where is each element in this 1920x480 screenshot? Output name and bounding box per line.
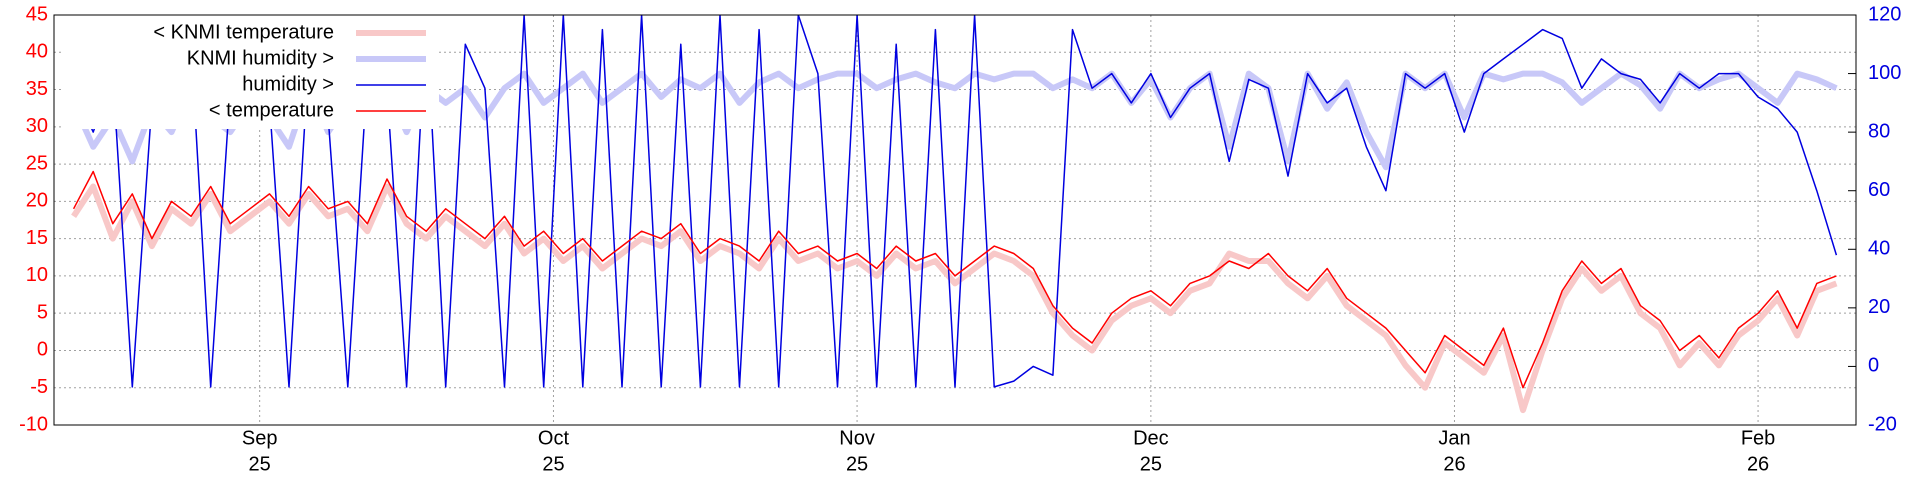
x-tick-label: 25 bbox=[542, 453, 564, 475]
y-tick-label: -5 bbox=[30, 376, 48, 398]
x-tick-label: 26 bbox=[1747, 453, 1769, 475]
y2-tick-label: 0 bbox=[1868, 355, 1879, 377]
legend-label: < KNMI temperature bbox=[153, 21, 334, 43]
legend-label: humidity > bbox=[242, 73, 334, 95]
y-tick-label: 15 bbox=[26, 227, 48, 249]
y-tick-label: 5 bbox=[37, 301, 48, 323]
y2-tick-label: 80 bbox=[1868, 120, 1890, 142]
x-tick-label: 26 bbox=[1443, 453, 1465, 475]
y2-tick-label: 120 bbox=[1868, 3, 1901, 25]
y-tick-label: 0 bbox=[37, 339, 48, 361]
x-tick-label: 25 bbox=[1140, 453, 1162, 475]
y-tick-label: 30 bbox=[26, 115, 48, 137]
x-tick-label: 25 bbox=[249, 453, 271, 475]
y-tick-label: 35 bbox=[26, 78, 48, 100]
y-tick-label: 20 bbox=[26, 190, 48, 212]
plot-border bbox=[53, 14, 1857, 426]
legend-label: < temperature bbox=[209, 99, 334, 121]
x-tick-label: Sep bbox=[242, 427, 278, 449]
y-tick-label: 25 bbox=[26, 152, 48, 174]
y2-tick-label: 20 bbox=[1868, 296, 1890, 318]
legend-label: KNMI humidity > bbox=[187, 47, 334, 69]
y-tick-label: 10 bbox=[26, 264, 48, 286]
x-tick-label: Dec bbox=[1133, 427, 1169, 449]
x-tick-label: Nov bbox=[839, 427, 875, 449]
x-tick-label: Feb bbox=[1741, 427, 1775, 449]
x-tick-label: Oct bbox=[538, 427, 570, 449]
series-line bbox=[71, 183, 1838, 414]
y-tick-label: 45 bbox=[26, 3, 48, 25]
x-tick-label: 25 bbox=[846, 453, 868, 475]
x-tick-label: Jan bbox=[1438, 427, 1470, 449]
y2-tick-label: 60 bbox=[1868, 179, 1890, 201]
series-line bbox=[72, 170, 1837, 389]
y-tick-label: -10 bbox=[19, 413, 48, 435]
y-tick-label: 40 bbox=[26, 41, 48, 63]
y2-tick-label: 100 bbox=[1868, 62, 1901, 84]
y2-tick-label: -20 bbox=[1868, 413, 1897, 435]
y2-tick-label: 40 bbox=[1868, 238, 1890, 260]
